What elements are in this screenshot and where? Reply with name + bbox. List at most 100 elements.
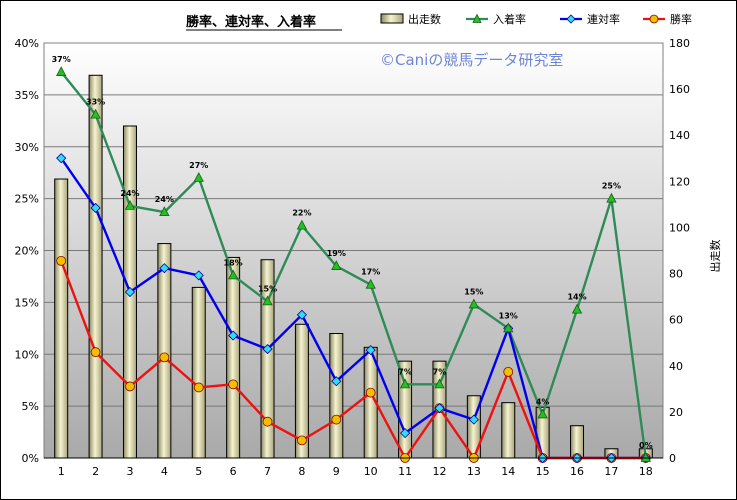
chart-title: 勝率、連対率、入着率: [186, 14, 316, 30]
bar-9: [329, 333, 344, 459]
point-labels: 37% 33% 24% 24% 27% 18% 15% 22% 19% 17% 7% 7% 15% 13%…: [52, 55, 653, 450]
marker-入着率: [503, 322, 514, 333]
x-tick-label: 2: [92, 465, 99, 478]
x-tick-label: 5: [195, 465, 202, 478]
legend-label: 入着率: [493, 12, 526, 26]
marker-勝率: [365, 387, 376, 398]
x-tick-label: 11: [398, 465, 412, 478]
legend-marker: [649, 14, 659, 24]
legend-item: 入着率: [466, 12, 526, 26]
legend-item: 勝率: [643, 12, 692, 26]
x-tick-label: 17: [604, 465, 618, 478]
point-label: 7%: [398, 367, 412, 376]
right-tick-label: 100: [669, 221, 690, 234]
marker-勝率: [228, 379, 239, 390]
point-label: 15%: [258, 284, 277, 293]
legend-label: 勝率: [670, 12, 692, 26]
x-tick-label: 7: [264, 465, 271, 478]
marker-勝率: [193, 382, 204, 393]
marker-勝率: [90, 347, 101, 358]
legend-swatch: [380, 13, 404, 24]
marker-入着率: [56, 66, 67, 76]
left-tick-label: 30%: [15, 141, 39, 154]
marker-連対率: [296, 309, 307, 320]
x-tick-label: 15: [536, 465, 550, 478]
marker-連対率: [159, 263, 170, 274]
left-tick-label: 25%: [15, 193, 39, 206]
point-label: 24%: [155, 195, 174, 204]
point-label: 19%: [327, 249, 346, 258]
marker-入着率: [262, 295, 273, 306]
marker-勝率: [159, 352, 170, 363]
marker-入着率: [537, 408, 548, 419]
left-axis: 0% 5% 10% 15% 20% 25% 30% 35% 40%: [15, 37, 39, 465]
marker-勝率: [331, 414, 342, 425]
bar-2: [88, 74, 103, 459]
line-入着率: [60, 71, 647, 459]
left-tick-label: 5%: [22, 400, 39, 413]
bar-14: [501, 402, 516, 459]
marker-入着率: [193, 172, 204, 182]
point-label: 4%: [536, 397, 550, 406]
marker-勝率: [262, 416, 273, 427]
right-axis-label: 出走数: [708, 240, 722, 273]
watermark: ©Caniの競馬データ研究室: [380, 51, 563, 69]
marker-連対率: [400, 428, 411, 439]
legend-label: 連対率: [587, 12, 620, 26]
right-tick-label: 0: [669, 452, 676, 465]
left-tick-label: 10%: [15, 348, 39, 361]
legend-item: 連対率: [560, 12, 620, 26]
x-tick-label: 16: [570, 465, 584, 478]
right-tick-label: 160: [669, 83, 690, 96]
point-label: 15%: [464, 287, 483, 296]
bar-6: [226, 256, 241, 459]
point-label: 0%: [639, 441, 653, 450]
series-markers: [56, 66, 651, 464]
marker-連対率: [56, 153, 67, 164]
x-tick-label: 3: [126, 465, 133, 478]
left-tick-label: 0%: [22, 452, 39, 465]
marker-連対率: [90, 202, 101, 214]
marker-入着率: [606, 192, 617, 203]
marker-入着率: [90, 108, 101, 119]
legend-item: 出走数: [380, 12, 441, 26]
marker-入着率: [571, 303, 583, 314]
left-tick-label: 15%: [15, 296, 39, 309]
marker-勝率: [297, 435, 307, 446]
gridlines: [44, 94, 663, 407]
marker-入着率: [296, 219, 308, 230]
x-tick-label: 9: [333, 465, 340, 478]
marker-入着率: [227, 269, 239, 280]
x-tick-label: 6: [230, 465, 237, 478]
marker-連対率: [468, 414, 479, 425]
legend-label: 出走数: [408, 12, 441, 26]
bar-5: [191, 286, 206, 459]
marker-入着率: [331, 260, 342, 270]
point-label: 25%: [602, 182, 621, 191]
marker-入着率: [434, 378, 445, 389]
right-tick-label: 80: [669, 268, 683, 281]
marker-入着率: [124, 200, 136, 210]
x-axis: 1 2 3 4 5 6 7 8 9 10 11 12 13 14 15 16 17 18: [44, 457, 663, 478]
marker-連対率: [124, 286, 136, 298]
marker-勝率: [56, 255, 67, 266]
x-tick-label: 8: [298, 465, 305, 478]
marker-連対率: [365, 345, 376, 356]
marker-勝率: [503, 366, 514, 377]
right-tick-label: 40: [669, 360, 683, 373]
marker-連対率: [228, 330, 239, 341]
marker-連対率: [331, 376, 342, 387]
legend: 出走数 入着率 連対率 勝率: [380, 12, 692, 26]
marker-連対率: [193, 270, 204, 281]
point-label: 18%: [224, 258, 243, 267]
marker-連対率: [262, 343, 273, 355]
marker-入着率: [640, 452, 651, 462]
x-tick-label: 12: [432, 465, 446, 478]
x-tick-label: 4: [161, 465, 168, 478]
point-label: 22%: [292, 209, 311, 218]
marker-入着率: [399, 378, 411, 389]
x-tick-label: 14: [501, 465, 515, 478]
left-tick-label: 20%: [15, 245, 39, 258]
